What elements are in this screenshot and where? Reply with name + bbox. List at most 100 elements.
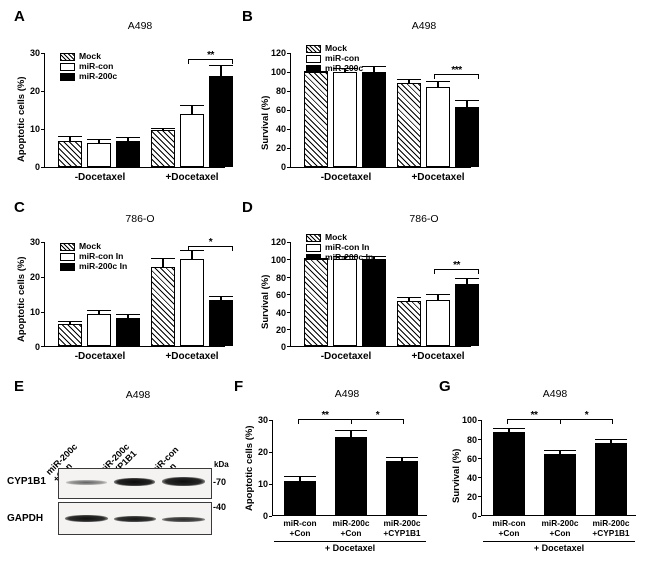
errorbar-mir-con-in-nodocetaxel [333, 256, 357, 260]
panel-b-ytick-40: 40 [275, 124, 286, 134]
legend-swatch-mock [306, 44, 321, 53]
panel-e-letter: E [14, 378, 25, 395]
panel-g-xcat-1: miR-con +Con [480, 518, 538, 538]
panel-g-ytick-mark-40 [478, 477, 481, 478]
bar-mir-con-nodocetaxel [333, 72, 357, 167]
errorbar-mir-con-docetaxel [180, 105, 204, 115]
panel-d-yaxis [290, 242, 292, 347]
panel-a-ytick-mark-0 [41, 167, 44, 168]
panel-c-ytick-30: 30 [29, 237, 40, 247]
panel-g-xaxis [481, 515, 636, 517]
panel-g-yaxis [481, 420, 483, 516]
errorbar-mir-con-con [284, 476, 316, 482]
panel-g-significance-1: ** [507, 410, 561, 427]
panel-c-ytick-mark-20 [41, 277, 44, 278]
blot-name-gapdh: GAPDH [7, 513, 44, 524]
panel-a-xlabel-nodocetaxel: -Docetaxel [74, 172, 126, 183]
bar-mir-200c-con [544, 454, 576, 515]
bar-mir-200c-con [335, 437, 367, 515]
panel-c-ytick-mark-30 [41, 242, 44, 243]
panel-d-sig-label: ** [453, 260, 460, 271]
panel-b: B A498 Survival (%) 0 20 40 60 80 100 12… [228, 0, 548, 195]
panel-b-title: A498 [411, 20, 437, 32]
panel-c-ytick-20: 20 [29, 272, 40, 282]
errorbar-mir-200c-con [335, 430, 367, 438]
legend-item-mir-con-in: miR-con In [60, 251, 127, 261]
panel-g-xcat-2-line2: +Con [549, 527, 571, 538]
band-gapdh-lane1 [65, 515, 108, 522]
legend-label-mock: Mock [79, 51, 101, 62]
panel-a-ytick-10: 10 [29, 124, 40, 134]
band-cyp1b1-lane2 [114, 478, 155, 486]
legend-swatch-mir-con [306, 54, 321, 63]
panel-g-sig-label-2: * [584, 410, 589, 421]
panel-f-title: A498 [334, 388, 360, 400]
panel-g-xcat-1-line1: miR-con [492, 518, 526, 528]
bar-mock-docetaxel [397, 301, 421, 346]
panel-d-ytick-mark-100 [287, 259, 290, 260]
errorbar-mir-200c-docetaxel [455, 100, 479, 108]
blot-box-cyp1b1 [58, 468, 212, 499]
panel-g-ytick-60: 60 [466, 454, 477, 464]
panel-g-ytick-40: 40 [466, 473, 477, 483]
bar-mock-nodocetaxel [304, 259, 328, 346]
bar-mir-con-con [493, 432, 525, 515]
legend-swatch-mir-con-in [306, 243, 321, 252]
panel-d: D 786-O Survival (%) 0 20 40 60 80 100 1… [228, 196, 548, 381]
panel-b-significance: *** [434, 65, 479, 82]
panel-b-ytick-120: 120 [270, 48, 286, 58]
panel-c-sig-label: * [208, 237, 213, 248]
panel-f-ytick-10: 10 [257, 479, 268, 489]
legend-label-mir-con: miR-con [79, 61, 114, 72]
legend-item-mock: Mock [306, 43, 363, 53]
panel-f-ytick-mark-0 [269, 516, 272, 517]
errorbar-mir-con-nodocetaxel [333, 68, 357, 73]
errorbar-mir-200c-cyp1b1 [386, 457, 418, 462]
panel-g-ytick-20: 20 [466, 492, 477, 502]
panel-c-ytick-mark-0 [41, 346, 44, 347]
panel-a-xlabel-docetaxel: +Docetaxel [165, 172, 219, 183]
panel-e-title: A498 [125, 389, 151, 401]
panel-f-xcat-1: miR-con +Con [271, 518, 329, 538]
errorbar-mock-docetaxel [151, 258, 175, 268]
panel-g-xcat-1-line2: +Con [498, 527, 520, 538]
panel-c-ytick-10: 10 [29, 307, 40, 317]
panel-b-ytick-mark-60 [287, 110, 290, 111]
bar-mir-con-in-docetaxel [426, 300, 450, 346]
errorbar-mir-200c-in-nodocetaxel [362, 256, 386, 260]
bar-mir-200c-in-docetaxel [455, 284, 479, 346]
bar-mir-con-in-docetaxel [180, 259, 204, 346]
bar-mir-con-docetaxel [180, 114, 204, 167]
panel-g-title: A498 [542, 388, 568, 400]
legend-item-mir-con-in: miR-con In [306, 242, 373, 252]
panel-f-ytick-0: 0 [262, 511, 268, 521]
panel-d-legend: Mock miR-con In miR-200c In [306, 232, 373, 263]
panel-b-ytick-20: 20 [275, 143, 286, 153]
errorbar-mock-nodocetaxel [58, 136, 82, 142]
panel-f-ytick-20: 20 [257, 447, 268, 457]
mw-marker-70: -70 [213, 477, 227, 487]
bar-mock-docetaxel [151, 267, 175, 346]
panel-d-ytick-0: 0 [280, 342, 286, 352]
panel-b-ytick-mark-40 [287, 129, 290, 130]
band-cyp1b1-lane3 [162, 477, 205, 486]
panel-b-ytick-mark-120 [287, 53, 290, 54]
errorbar-mock-nodocetaxel [304, 71, 328, 73]
panel-a-ytick-mark-10 [41, 129, 44, 130]
errorbar-mir-200c-nodocetaxel [362, 66, 386, 73]
panel-d-ytick-120: 120 [270, 237, 286, 247]
panel-a-ytick-0: 0 [34, 162, 40, 172]
panel-g-group-label: + Docetaxel [533, 543, 585, 553]
panel-f-significance-1: ** [298, 410, 352, 427]
panel-f-significance-2: * [351, 410, 404, 427]
errorbar-mir-con-nodocetaxel [87, 139, 111, 144]
bar-mock-docetaxel [397, 83, 421, 167]
panel-g-ytick-0: 0 [471, 511, 477, 521]
bar-mir-200c-in-nodocetaxel [362, 259, 386, 346]
legend-label-mir-200c-in: miR-200c In [79, 261, 128, 272]
legend-item-mock: Mock [306, 232, 373, 242]
panel-g-xcat-3-line1: miR-200c [592, 518, 630, 528]
panel-b-ytick-80: 80 [275, 86, 286, 96]
panel-g-ytick-mark-0 [478, 516, 481, 517]
errorbar-mir-con-in-nodocetaxel [87, 310, 111, 315]
